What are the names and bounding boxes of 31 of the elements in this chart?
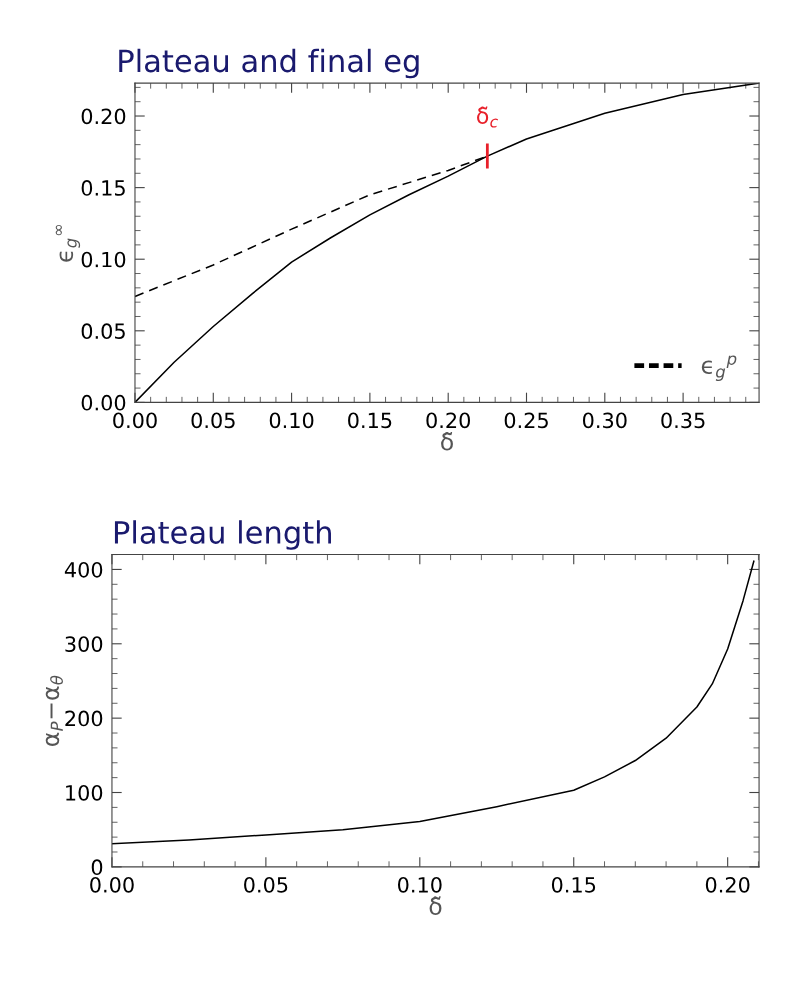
y-tick-label: 300 — [65, 636, 103, 652]
x-tick-label: 0.10 — [269, 412, 314, 429]
y-tick-label: 0.10 — [81, 251, 126, 268]
x-tick-label: 0.25 — [504, 412, 548, 429]
y-tick-label: 0.05 — [81, 323, 125, 340]
y-tick-label: 400 — [64, 561, 103, 578]
x-tick-label: 0.30 — [582, 412, 627, 429]
chart-title: Plateau and final eg — [119, 48, 419, 79]
y-tick-label: 0 — [91, 859, 103, 876]
x-tick-label: 0.00 — [113, 412, 157, 429]
y-tick-label: 0.20 — [81, 108, 126, 125]
legend-label: ϵ$_{g}$$^{p}$ — [701, 355, 737, 382]
x-axis-title: δ̃ — [441, 431, 453, 451]
y-tick-label: 0.15 — [81, 180, 125, 196]
y-tick-label: 100 — [66, 784, 103, 801]
y-axis-title: α$_{P}$−α$_{θ}$ — [45, 675, 63, 746]
annotation: δ̃$_{c}$ — [477, 106, 498, 128]
line-series — [111, 560, 755, 845]
x-tick-label: 0.10 — [397, 876, 442, 893]
y-axis-title: ϵ$_{g}$$^{∞}$ — [55, 224, 81, 262]
y-tick-label: 200 — [65, 710, 103, 727]
x-tick-label: 0.05 — [244, 876, 288, 893]
x-tick-label: 0.05 — [191, 412, 235, 429]
x-tick-label: 0.35 — [661, 412, 705, 429]
y-tick-label: 0.00 — [81, 394, 126, 411]
chart-title: Plateau length — [114, 520, 331, 550]
x-tick-label: 0.15 — [348, 412, 392, 429]
x-axis-title: δ̃ — [429, 896, 442, 916]
x-tick-label: 0.15 — [551, 876, 596, 893]
x-tick-label: 0.20 — [705, 876, 750, 893]
x-tick-label: 0.20 — [426, 412, 471, 429]
